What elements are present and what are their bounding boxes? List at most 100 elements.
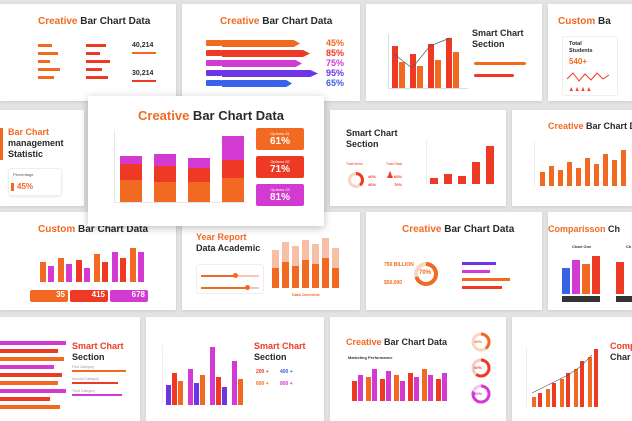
- card-label: Total: [569, 41, 582, 47]
- slide-title: Section: [254, 352, 287, 362]
- slide-title: Bar Chart Data: [189, 108, 284, 123]
- slide-title: Year Report: [196, 232, 247, 242]
- stat-value: 70%: [394, 182, 403, 187]
- slide-thumb-3[interactable]: Smart Chart Section: [366, 4, 542, 101]
- option-label: Options 01: [270, 131, 290, 136]
- donut-chart: [348, 172, 364, 188]
- slide-title: Statistic: [8, 149, 44, 159]
- donut-value: 70%: [419, 270, 432, 276]
- slide-title-accent: Creative: [346, 337, 382, 347]
- option-label: Options 02: [270, 159, 290, 164]
- slide-thumb-9[interactable]: Custom Bar Chart Data 35 415 678: [0, 212, 176, 310]
- slide-title: Comp: [610, 341, 632, 351]
- slide-thumb-16[interactable]: Comp Char: [512, 317, 632, 421]
- category-label: First Category: [72, 365, 94, 369]
- slide-title: Bar Chart Data: [77, 16, 151, 27]
- pct-label: 45%: [326, 38, 345, 48]
- slide-title: Section: [472, 39, 505, 49]
- slide-title-accent: Comparisson: [548, 224, 606, 234]
- accent-mark: [11, 183, 14, 191]
- slide-thumb-1[interactable]: Creative Bar Chart Data 40,214 30,214: [0, 4, 176, 101]
- pct-label: 75%: [326, 58, 345, 68]
- option-card: Options 02 71%: [256, 156, 304, 178]
- wave-line: [567, 72, 610, 82]
- stat-value: 40%: [368, 174, 377, 179]
- stat-value: 40,214: [132, 42, 154, 49]
- slide-title: Smart Chart: [472, 28, 524, 38]
- slide-thumb-15[interactable]: Creative Bar Chart Data Marketing Perfor…: [330, 317, 506, 421]
- slide-title: Bar Chart Data: [381, 337, 448, 347]
- slide-title: Smart Chart: [72, 341, 124, 351]
- slide-title: management: [8, 138, 64, 148]
- slide-thumb-10[interactable]: Year Report Data Academic Data O: [182, 212, 360, 310]
- card-value: 45%: [17, 182, 34, 191]
- slide-thumb-14[interactable]: Smart Chart Section 200 + 400 + 600 + 80…: [146, 317, 324, 421]
- chart-caption: Data Overview: [292, 292, 320, 297]
- slide-title: Bar Chart Data: [259, 16, 333, 27]
- slide-title: Ch: [605, 224, 621, 234]
- slide-title-accent: Custom: [38, 224, 76, 235]
- slide-title: Data Academic: [196, 243, 261, 253]
- slide-title: Smart Chart: [346, 128, 398, 138]
- donut-value: 60%: [474, 365, 483, 370]
- category-label: Second Category: [72, 377, 100, 381]
- slide-title: Char: [610, 352, 631, 362]
- progress-bar: [72, 370, 126, 372]
- people-icon: ♟: [386, 170, 395, 180]
- stat-label: Total Items: [346, 162, 363, 166]
- donut-chart: [471, 358, 491, 378]
- stat-value: 200 +: [256, 369, 269, 375]
- people-icons: ♟ ♟ ♟ ♟: [569, 87, 592, 93]
- progress-bar: [72, 382, 118, 384]
- stat-value: 40%: [368, 182, 377, 187]
- stat-value: 800 +: [280, 381, 293, 387]
- slide-title: Bar Chart Data: [441, 224, 515, 235]
- stat-underline: [132, 52, 156, 54]
- stat-card: Total Students 540+ ♟ ♟ ♟ ♟: [562, 36, 618, 96]
- card-value: 540+: [569, 57, 588, 66]
- option-card: Options 03 81%: [256, 184, 304, 206]
- stat-value: 600 +: [256, 381, 269, 387]
- stat-value: 30,214: [132, 70, 154, 77]
- slide-thumb-13[interactable]: Smart Chart Section First Category Secon…: [0, 317, 140, 421]
- slide-thumb-5[interactable]: Bar Chart management Statistic Percentag…: [0, 110, 84, 206]
- option-card: Options 01 61%: [256, 128, 304, 150]
- chart-subtitle: Marketing Performance: [348, 355, 393, 360]
- slide-title-accent: Creative: [548, 121, 584, 131]
- slide-title-accent: Creative: [138, 108, 190, 123]
- donut-chart: [471, 384, 491, 404]
- slide-thumb-7[interactable]: Smart Chart Section Total Items Total St…: [330, 110, 506, 206]
- option-value: 71%: [269, 164, 290, 175]
- slide-title: Bar Chart D: [583, 121, 632, 131]
- slider-card: [196, 264, 264, 294]
- stat-label: Total Stats: [386, 162, 403, 166]
- card-caption: Percentage: [13, 172, 34, 177]
- slide-thumb-8[interactable]: Creative Bar Chart D: [512, 110, 632, 206]
- stat-underline: [132, 80, 156, 82]
- stat-value: 400 +: [280, 369, 293, 375]
- slide-main-preview[interactable]: Creative Bar Chart Data Options 01 61% O…: [88, 96, 324, 226]
- donut-chart: [471, 332, 491, 352]
- stat-value: 750 BILLION: [384, 262, 414, 268]
- pct-label: 65%: [326, 78, 345, 88]
- pct-label: 95%: [326, 68, 345, 78]
- slide-thumb-12[interactable]: Comparisson Ch Chart One Ch: [548, 212, 632, 310]
- donut-chart: [414, 262, 438, 286]
- slide-thumb-11[interactable]: Creative Bar Chart Data 750 BILLION $50,…: [366, 212, 542, 310]
- slide-title-accent: Custom: [558, 16, 596, 27]
- donut-value: 40%: [474, 339, 483, 344]
- slide-title: Section: [346, 139, 379, 149]
- stat-value: 60%: [394, 174, 403, 179]
- option-label: Options 03: [270, 187, 290, 192]
- progress-bar: [72, 394, 122, 396]
- stat-pill: 35: [30, 290, 68, 302]
- option-value: 81%: [269, 192, 290, 203]
- slide-thumb-4[interactable]: Custom Ba Total Students 540+ ♟ ♟ ♟ ♟: [548, 4, 632, 101]
- chart-label: Chart One: [572, 244, 592, 249]
- chart-label: Ch: [626, 244, 632, 249]
- slide-title: Section: [72, 352, 105, 362]
- slide-thumb-2[interactable]: Creative Bar Chart Data 45% 85% 75% 95% …: [182, 4, 360, 101]
- slide-title-accent: Creative: [220, 16, 260, 27]
- trend-line: [393, 37, 451, 69]
